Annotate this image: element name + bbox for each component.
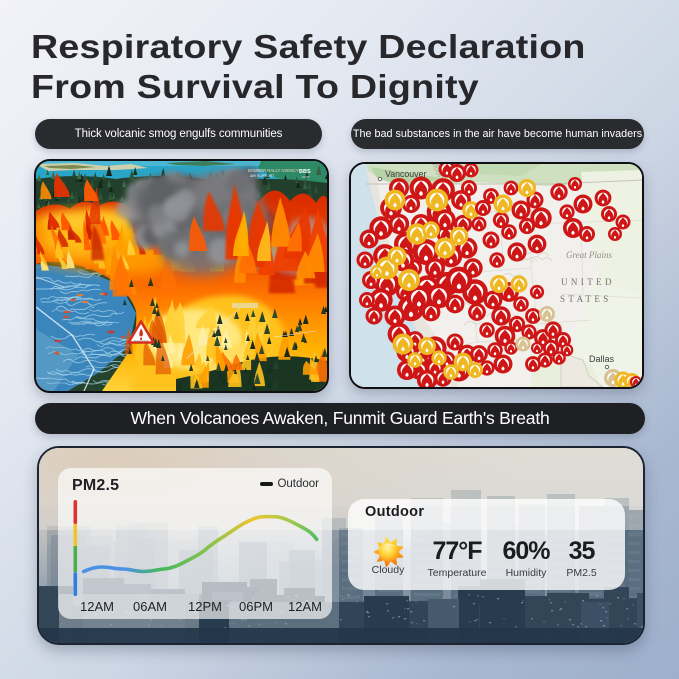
svg-text:zone: zone: [302, 175, 310, 179]
svg-text:Great Plains: Great Plains: [566, 250, 612, 260]
svg-text:BOMBER RALLY AGENCY: BOMBER RALLY AGENCY: [248, 168, 299, 173]
svg-text:WILDFIRE RISK: WILDFIRE RISK: [134, 340, 149, 342]
svg-text:UNITED: UNITED: [561, 277, 615, 287]
svg-text:Dallas: Dallas: [589, 354, 615, 364]
svg-text:Vancouver: Vancouver: [385, 169, 426, 179]
svg-text:STATES: STATES: [560, 294, 612, 304]
svg-text:BBS: BBS: [299, 169, 311, 175]
svg-text:AIR SUPPORT: AIR SUPPORT: [250, 174, 275, 178]
